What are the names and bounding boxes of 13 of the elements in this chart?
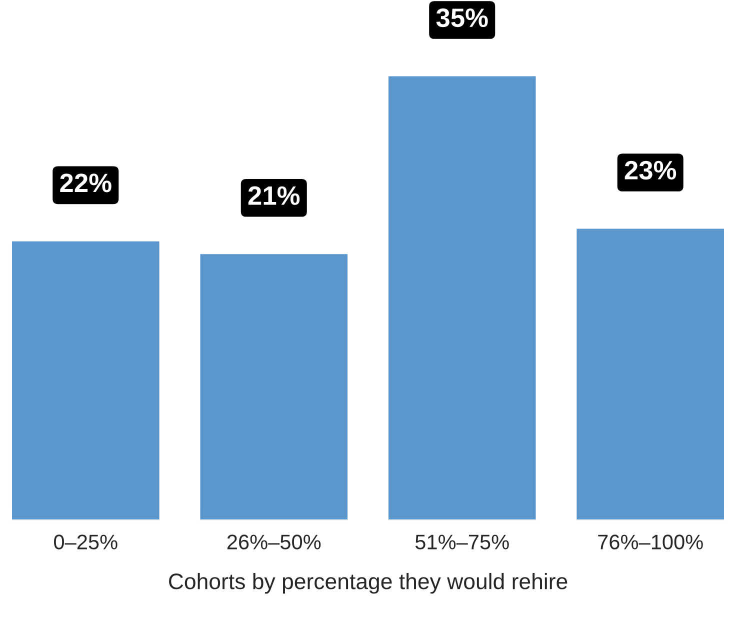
data-label: 21% bbox=[248, 186, 300, 205]
data-label: 22% bbox=[60, 174, 112, 192]
bar bbox=[387, 74, 538, 520]
bar bbox=[198, 252, 349, 520]
x-tick-label: 51%–75% bbox=[415, 534, 509, 550]
x-tick-label: 26%–50% bbox=[227, 534, 321, 550]
x-tick-label: 0–25% bbox=[54, 534, 118, 550]
bar bbox=[575, 227, 726, 520]
x-tick-label: 76%–100% bbox=[598, 534, 703, 550]
data-label: 23% bbox=[624, 160, 676, 180]
bar bbox=[10, 240, 161, 520]
x-axis-title: Cohorts by percentage they would rehire bbox=[169, 572, 568, 594]
data-label: 35% bbox=[436, 8, 488, 28]
